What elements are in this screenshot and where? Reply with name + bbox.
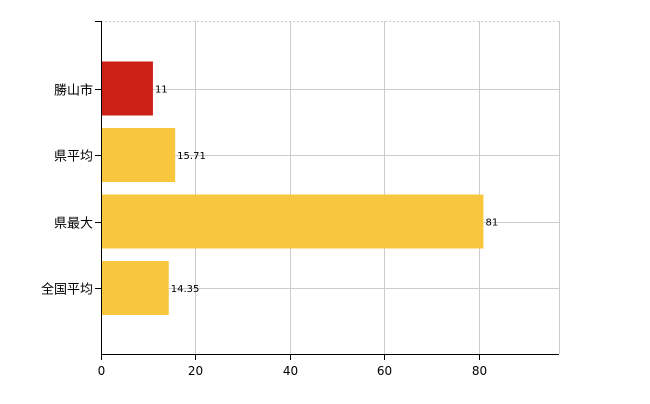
x-tick-label: 20 — [188, 364, 203, 378]
bar-0 — [101, 61, 153, 116]
bar-3 — [101, 261, 169, 315]
value-label: 11 — [155, 85, 168, 96]
x-tick-label: 60 — [377, 364, 392, 378]
value-label: 81 — [485, 218, 498, 229]
category-label: 県最大 — [54, 217, 93, 232]
category-label: 勝山市 — [54, 83, 93, 99]
value-label: 15.71 — [177, 151, 206, 162]
x-tick-label: 40 — [283, 364, 298, 378]
grid-lines — [101, 21, 560, 354]
x-tick-label: 0 — [98, 364, 106, 378]
value-labels: 11 15.71 81 14.35 — [155, 85, 498, 296]
category-label: 全国平均 — [41, 282, 93, 298]
value-label: 14.35 — [171, 284, 200, 295]
bar-2 — [101, 194, 484, 249]
bars — [101, 61, 484, 315]
category-label: 県平均 — [54, 150, 93, 165]
x-tick-label: 80 — [472, 364, 487, 378]
bar-1 — [101, 128, 176, 182]
